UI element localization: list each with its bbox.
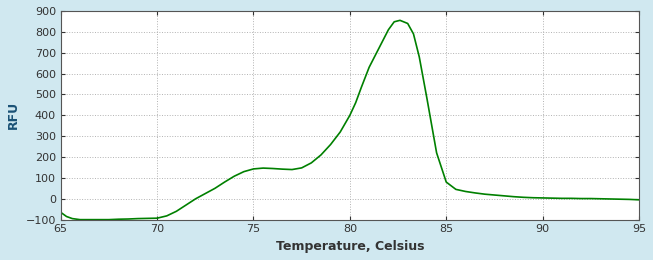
X-axis label: Temperature, Celsius: Temperature, Celsius <box>276 240 424 253</box>
Y-axis label: RFU: RFU <box>7 101 20 129</box>
